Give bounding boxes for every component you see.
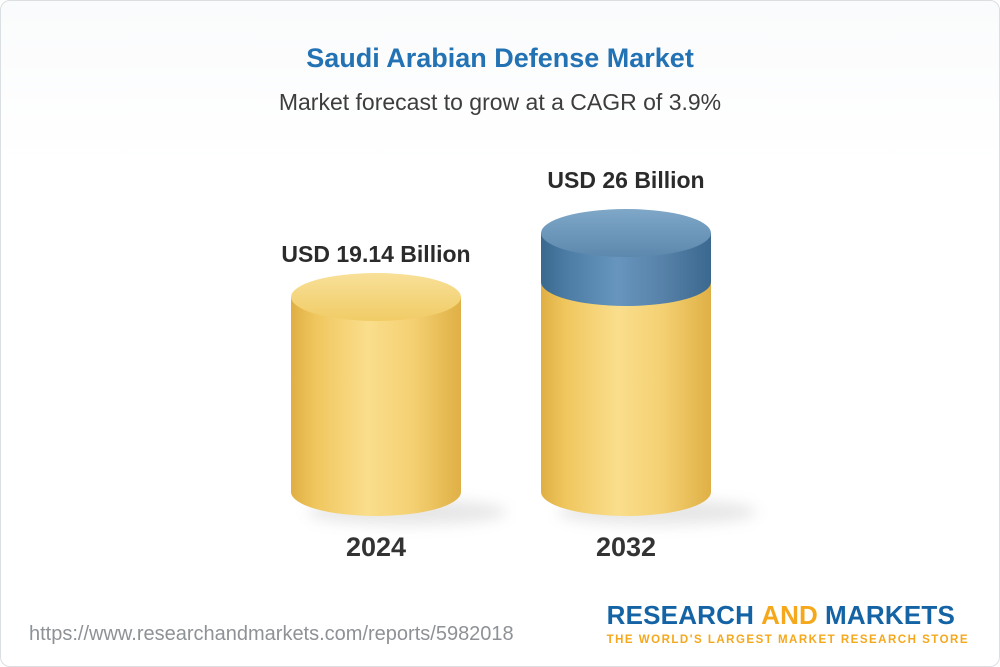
brand-word-research: RESEARCH — [606, 600, 755, 630]
chart-subtitle: Market forecast to grow at a CAGR of 3.9… — [278, 89, 722, 115]
bar-2024-body — [291, 297, 461, 516]
brand-word-markets: MARKETS — [825, 600, 955, 630]
brand-logo: RESEARCH AND MARKETS THE WORLD'S LARGEST M… — [607, 600, 969, 646]
brand-wordmark: RESEARCH AND MARKETS — [607, 600, 969, 631]
value-label-2024: USD 19.14 Billion — [281, 241, 471, 267]
brand-word-and: AND — [761, 600, 819, 630]
bar-2024-cylinder — [291, 273, 507, 525]
bar-2024-top-ellipse — [291, 273, 461, 321]
source-url[interactable]: https://www.researchandmarkets.com/repor… — [29, 623, 514, 645]
value-label-2032: USD 26 Billion — [547, 167, 705, 193]
axis-label-2024: 2024 — [345, 532, 407, 562]
axis-label-2032: 2032 — [595, 532, 657, 562]
chart-title: Saudi Arabian Defense Market — [306, 43, 694, 73]
bar-2032-cylinder — [541, 209, 757, 525]
brand-tagline: THE WORLD'S LARGEST MARKET RESEARCH STOR… — [606, 634, 969, 646]
bar-2032-top-ellipse — [541, 209, 711, 257]
